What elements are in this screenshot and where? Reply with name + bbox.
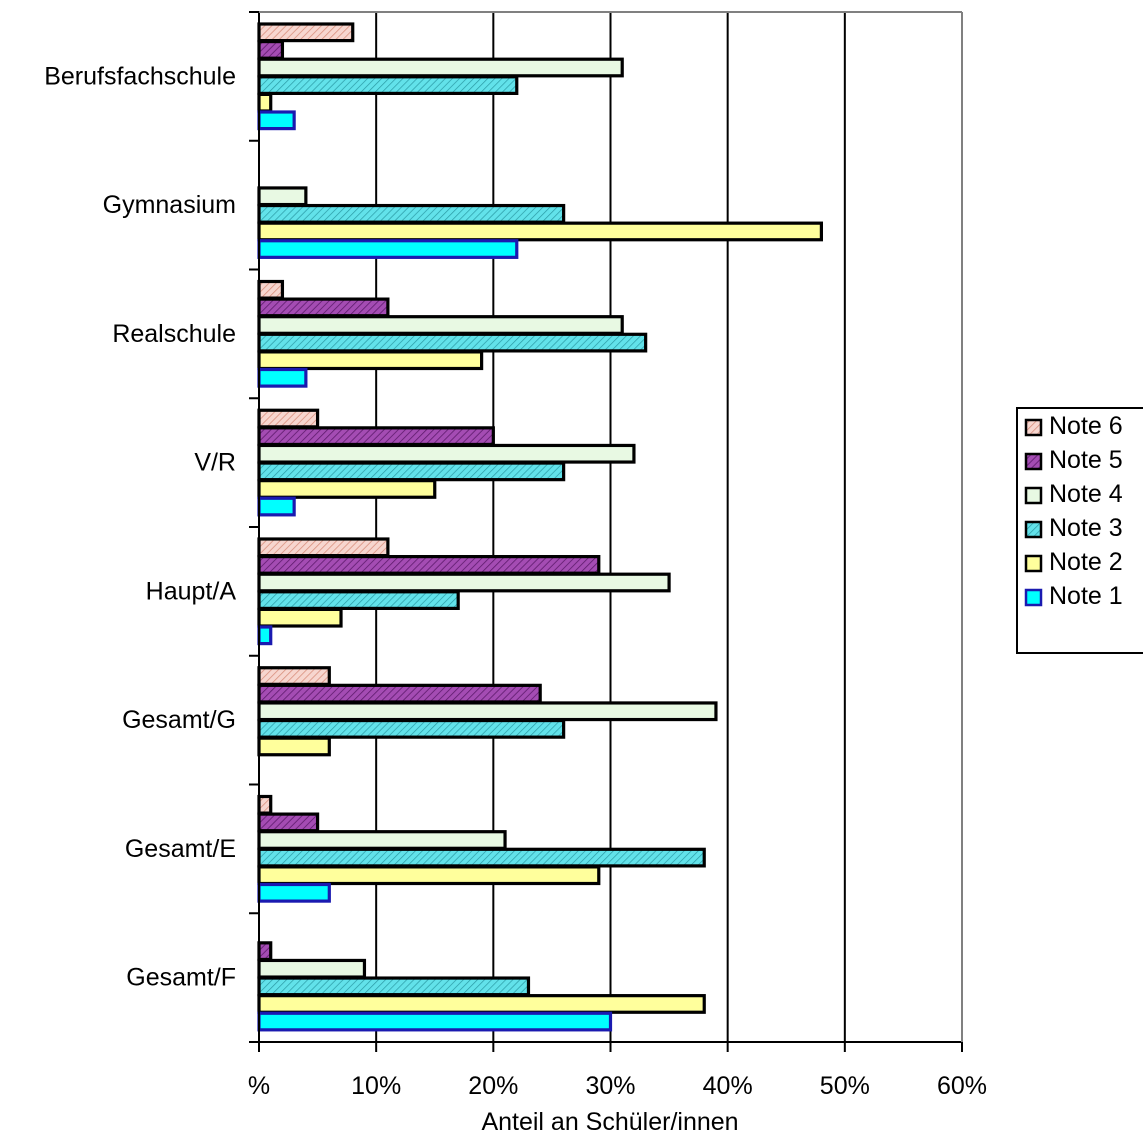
bar-berufsfachschule-note-1 (257, 110, 296, 131)
bar-gesamt-e-note-6 (257, 794, 273, 815)
bar-gesamt-e-note-5 (257, 812, 320, 833)
bar-haupt-a-note-1 (257, 625, 273, 646)
bar-v-r-note-4 (257, 443, 636, 464)
grid-layer (375, 12, 963, 1042)
bar-gesamt-e-note-1 (257, 882, 331, 903)
category-label-haupt-a: Haupt/A (146, 577, 237, 605)
bar-realschule-note-3 (257, 332, 648, 353)
bar-gymnasium-note-4 (257, 186, 308, 207)
bar-gesamt-g-note-5 (257, 683, 542, 704)
bar-gymnasium-note-3 (257, 203, 566, 224)
x-tick-label-0: % (248, 1072, 270, 1100)
x-tick-label-20: 20% (468, 1072, 518, 1100)
bar-gesamt-e-note-3 (257, 847, 706, 868)
x-tick-label-40: 40% (703, 1072, 753, 1100)
x-tick-label-30: 30% (585, 1072, 635, 1100)
legend-label-note-3: Note 3 (1049, 514, 1123, 542)
bar-realschule-note-4 (257, 315, 624, 335)
bar-realschule-note-6 (257, 279, 285, 300)
labels-layer: Berufsfachschule Gymnasium Realschule V/R Ha… (44, 62, 987, 1100)
legend-swatch-note-3 (1024, 520, 1043, 539)
bar-haupt-a-note-3 (257, 590, 460, 610)
bar-haupt-a-note-4 (257, 572, 671, 593)
bar-gesamt-f-note-1 (257, 1011, 613, 1032)
bar-berufsfachschule-note-4 (257, 57, 624, 78)
bar-gymnasium-note-2 (257, 221, 824, 242)
bar-haupt-a-note-2 (257, 607, 343, 628)
bar-v-r-note-5 (257, 426, 495, 447)
legend-swatch-note-5 (1024, 452, 1043, 471)
category-label-realschule: Realschule (112, 320, 236, 348)
bar-v-r-note-3 (257, 461, 566, 482)
bar-gesamt-g-note-4 (257, 701, 718, 722)
legend: Note 6 Note 5 Note 4 Note 3 Note 2 Note 1 (1016, 407, 1143, 654)
category-label-gesamt-e: Gesamt/E (125, 835, 236, 863)
bar-realschule-note-5 (257, 297, 390, 318)
legend-swatch-note-1 (1024, 588, 1043, 607)
bar-gesamt-g-note-2 (257, 736, 331, 757)
bar-gesamt-f-note-2 (257, 994, 706, 1014)
bar-gesamt-f-note-4 (257, 958, 367, 979)
category-label-gesamt-f: Gesamt/F (126, 964, 236, 992)
legend-label-note-1: Note 1 (1049, 582, 1123, 610)
x-axis-title: Anteil an Schüler/innen (481, 1108, 738, 1136)
legend-label-note-2: Note 2 (1049, 548, 1123, 576)
legend-label-note-5: Note 5 (1049, 446, 1123, 474)
legend-label-note-4: Note 4 (1049, 480, 1123, 508)
category-label-gymnasium: Gymnasium (103, 191, 236, 219)
x-tick-label-10: 10% (351, 1072, 401, 1100)
bar-v-r-note-1 (257, 496, 296, 517)
bar-realschule-note-2 (257, 350, 484, 371)
category-label-v-r: V/R (194, 449, 236, 477)
bar-realschule-note-1 (257, 367, 308, 388)
legend-label-note-6: Note 6 (1049, 412, 1123, 440)
axes-layer (249, 11, 963, 1052)
legend-swatch-note-4 (1024, 486, 1043, 505)
bar-berufsfachschule-note-3 (257, 75, 519, 96)
legend-swatch-note-6 (1024, 418, 1043, 437)
bar-haupt-a-note-5 (257, 554, 601, 575)
bar-v-r-note-2 (257, 479, 437, 499)
category-label-berufsfachschule: Berufsfachschule (44, 62, 236, 90)
bar-gesamt-e-note-2 (257, 865, 601, 886)
x-tick-label-50: 50% (820, 1072, 870, 1100)
bar-gesamt-g-note-6 (257, 666, 331, 686)
bar-haupt-a-note-6 (257, 537, 390, 558)
category-label-gesamt-g: Gesamt/G (122, 706, 236, 734)
bar-gesamt-f-note-3 (257, 976, 531, 997)
bar-v-r-note-6 (257, 408, 320, 429)
bar-berufsfachschule-note-2 (257, 92, 273, 113)
bar-berufsfachschule-note-5 (257, 39, 285, 60)
bar-gesamt-g-note-3 (257, 718, 566, 739)
x-tick-label-60: 60% (937, 1072, 987, 1100)
bar-berufsfachschule-note-6 (257, 22, 355, 43)
bar-gesamt-e-note-4 (257, 830, 507, 850)
legend-swatch-note-2 (1024, 554, 1043, 573)
bar-gesamt-f-note-5 (257, 941, 273, 962)
bar-gymnasium-note-1 (257, 239, 519, 259)
bars-layer (257, 22, 824, 1032)
